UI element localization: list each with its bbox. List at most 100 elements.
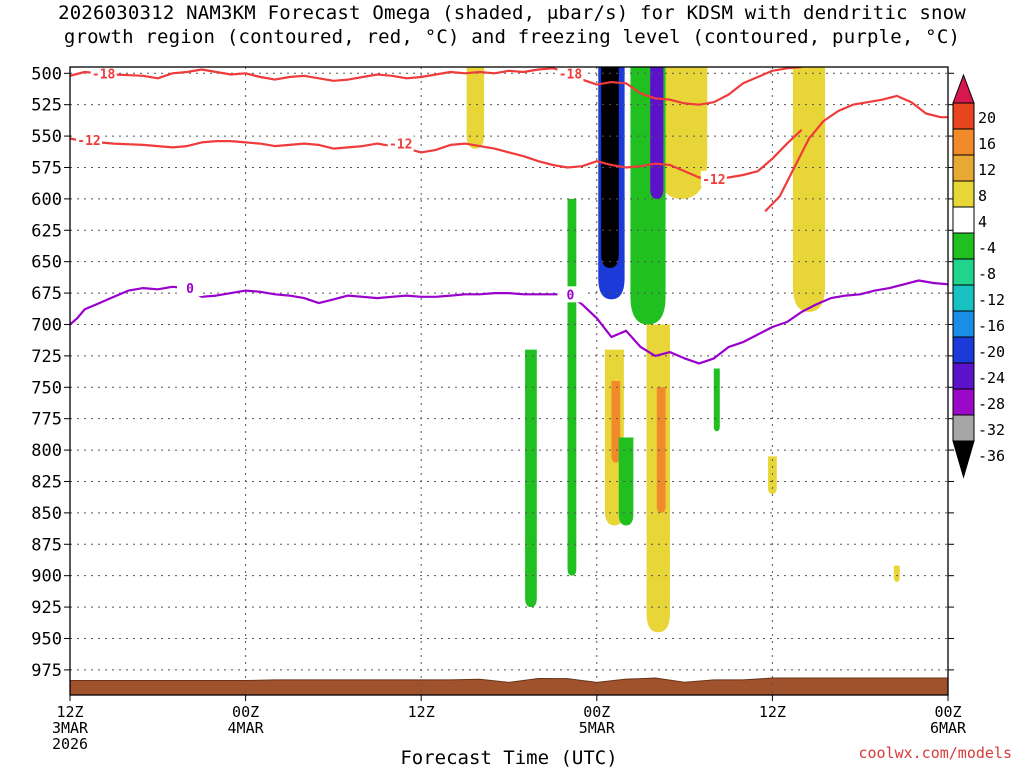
colorbar-label: -12: [978, 291, 1005, 309]
x-tick-label: 5MAR: [579, 719, 616, 737]
colorbar-bottom-arrow: [952, 440, 975, 479]
contour-label-bg: [700, 170, 727, 187]
colorbar-swatch: [952, 206, 975, 234]
contour-label-bg: [387, 135, 414, 152]
y-tick-label: 500: [31, 64, 62, 84]
contour-dgz-minus18: [70, 67, 802, 106]
contour-label-bg: [76, 131, 103, 148]
colorbar-swatch: [952, 232, 975, 260]
colorbar-label: 8: [978, 187, 987, 205]
colorbar-swatch: [952, 258, 975, 286]
y-tick-label: 800: [31, 441, 62, 461]
y-tick-label: 875: [31, 535, 62, 555]
y-tick-label: 775: [31, 410, 62, 430]
contour-freezing-level: [70, 279, 948, 365]
omega-shading: [466, 67, 900, 633]
y-tick-label: 550: [31, 127, 62, 147]
colorbar-swatch: [952, 310, 975, 338]
x-tick-label: 12Z: [759, 703, 786, 721]
contour-label-freezing: 0: [557, 286, 584, 303]
omega-region-green: [713, 368, 720, 432]
ground-terrain: [70, 677, 948, 695]
chart-title-line-2: growth region (contoured, red, °C) and f…: [63, 26, 961, 48]
contour-label-text: -18: [92, 67, 116, 82]
y-axis-pressure-ticks: 500 525 550 575 600 625 650 675 700 725 750 775 800 8…: [31, 64, 954, 681]
contour-label-minus12: -12: [387, 135, 414, 153]
omega-region-yellow: [893, 565, 900, 582]
x-tick-label: 12Z: [408, 703, 435, 721]
y-tick-label: 725: [31, 347, 62, 367]
contour-dgz-minus12: [70, 128, 803, 182]
colorbar-label: -36: [978, 447, 1005, 465]
colorbar-label: -28: [978, 395, 1005, 413]
contour-label-text: 0: [186, 282, 194, 297]
colorbar-swatch: [952, 362, 975, 390]
y-tick-label: 825: [31, 472, 62, 492]
omega-region-yellow: [792, 67, 826, 312]
y-tick-label: 925: [31, 598, 62, 618]
y-tick-label: 625: [31, 221, 62, 241]
contour-label-text: -12: [702, 173, 725, 188]
x-tick-label: 4MAR: [228, 719, 265, 737]
omega-region-yellow: [466, 67, 485, 149]
y-tick-label: 750: [31, 378, 62, 398]
colorbar-swatch: [952, 414, 975, 442]
contour-label-bg: [90, 67, 117, 82]
contour-label-text: 0: [567, 288, 575, 303]
omega-colorbar: 20 16 12 8 4 -4 -8 -12 -16 -20 -24 -28 -32 -36: [952, 73, 1005, 479]
y-tick-label: 650: [31, 253, 62, 273]
contour-label-bg: [557, 67, 584, 82]
colorbar-swatch: [952, 180, 975, 208]
y-tick-label: 850: [31, 504, 62, 524]
contour-label-minus18: -18: [90, 67, 117, 82]
omega-region-green: [525, 349, 537, 608]
y-tick-label: 975: [31, 661, 62, 681]
colorbar-label: -32: [978, 421, 1005, 439]
x-tick-label: 00Z: [232, 703, 259, 721]
colorbar-label: 16: [978, 135, 996, 153]
x-tick-label: 12Z: [56, 703, 83, 721]
plot-frame: [69, 66, 949, 696]
omega-region-purple: [650, 67, 664, 199]
x-tick-label: 00Z: [583, 703, 610, 721]
x-axis-label: Forecast Time (UTC): [400, 747, 617, 768]
ground-fill: [70, 677, 948, 695]
colorbar-swatch: [952, 154, 975, 182]
colorbar-label: -8: [978, 265, 996, 283]
y-tick-label: 525: [31, 96, 62, 116]
contour-label-minus12: -12: [700, 170, 727, 188]
x-tick-label: 00Z: [934, 703, 961, 721]
colorbar-label: 4: [978, 213, 987, 231]
y-tick-label: 700: [31, 315, 62, 335]
colorbar-label: -24: [978, 369, 1005, 387]
colorbar-label: -16: [978, 317, 1005, 335]
colorbar-swatch: [952, 128, 975, 156]
contour-dgz-minus18-right: [764, 94, 948, 213]
y-tick-label: 675: [31, 284, 62, 304]
contour-label-bg: [176, 280, 203, 297]
contour-label-text: -12: [77, 134, 100, 149]
x-tick-label: 2026: [52, 735, 88, 753]
colorbar-swatch: [952, 336, 975, 364]
colorbar-label: -20: [978, 343, 1005, 361]
colorbar-label: 20: [978, 109, 996, 127]
colorbar-label: -4: [978, 239, 996, 257]
omega-region-green: [618, 437, 634, 526]
colorbar-swatch: [952, 388, 975, 416]
x-tick-label: 3MAR: [52, 719, 89, 737]
site-credit: coolwx.com/models: [858, 744, 1012, 762]
chart-title-line-1: 2026030312 NAM3KM Forecast Omega (shaded…: [58, 2, 966, 24]
x-tick-label: 6MAR: [930, 719, 967, 737]
colorbar-top-arrow: [952, 73, 975, 104]
contour-lines: -18 -18 -12 -12 -12 0 0: [70, 67, 948, 365]
contour-label-minus18: -18: [557, 67, 584, 82]
omega-region-yellow: [768, 456, 777, 495]
omega-region-orange: [611, 381, 621, 463]
y-tick-label: 600: [31, 190, 62, 210]
colorbar-swatch: [952, 102, 975, 130]
contour-label-freezing: 0: [176, 280, 203, 297]
contour-label-text: -18: [559, 67, 583, 82]
contour-label-bg: [557, 286, 584, 303]
